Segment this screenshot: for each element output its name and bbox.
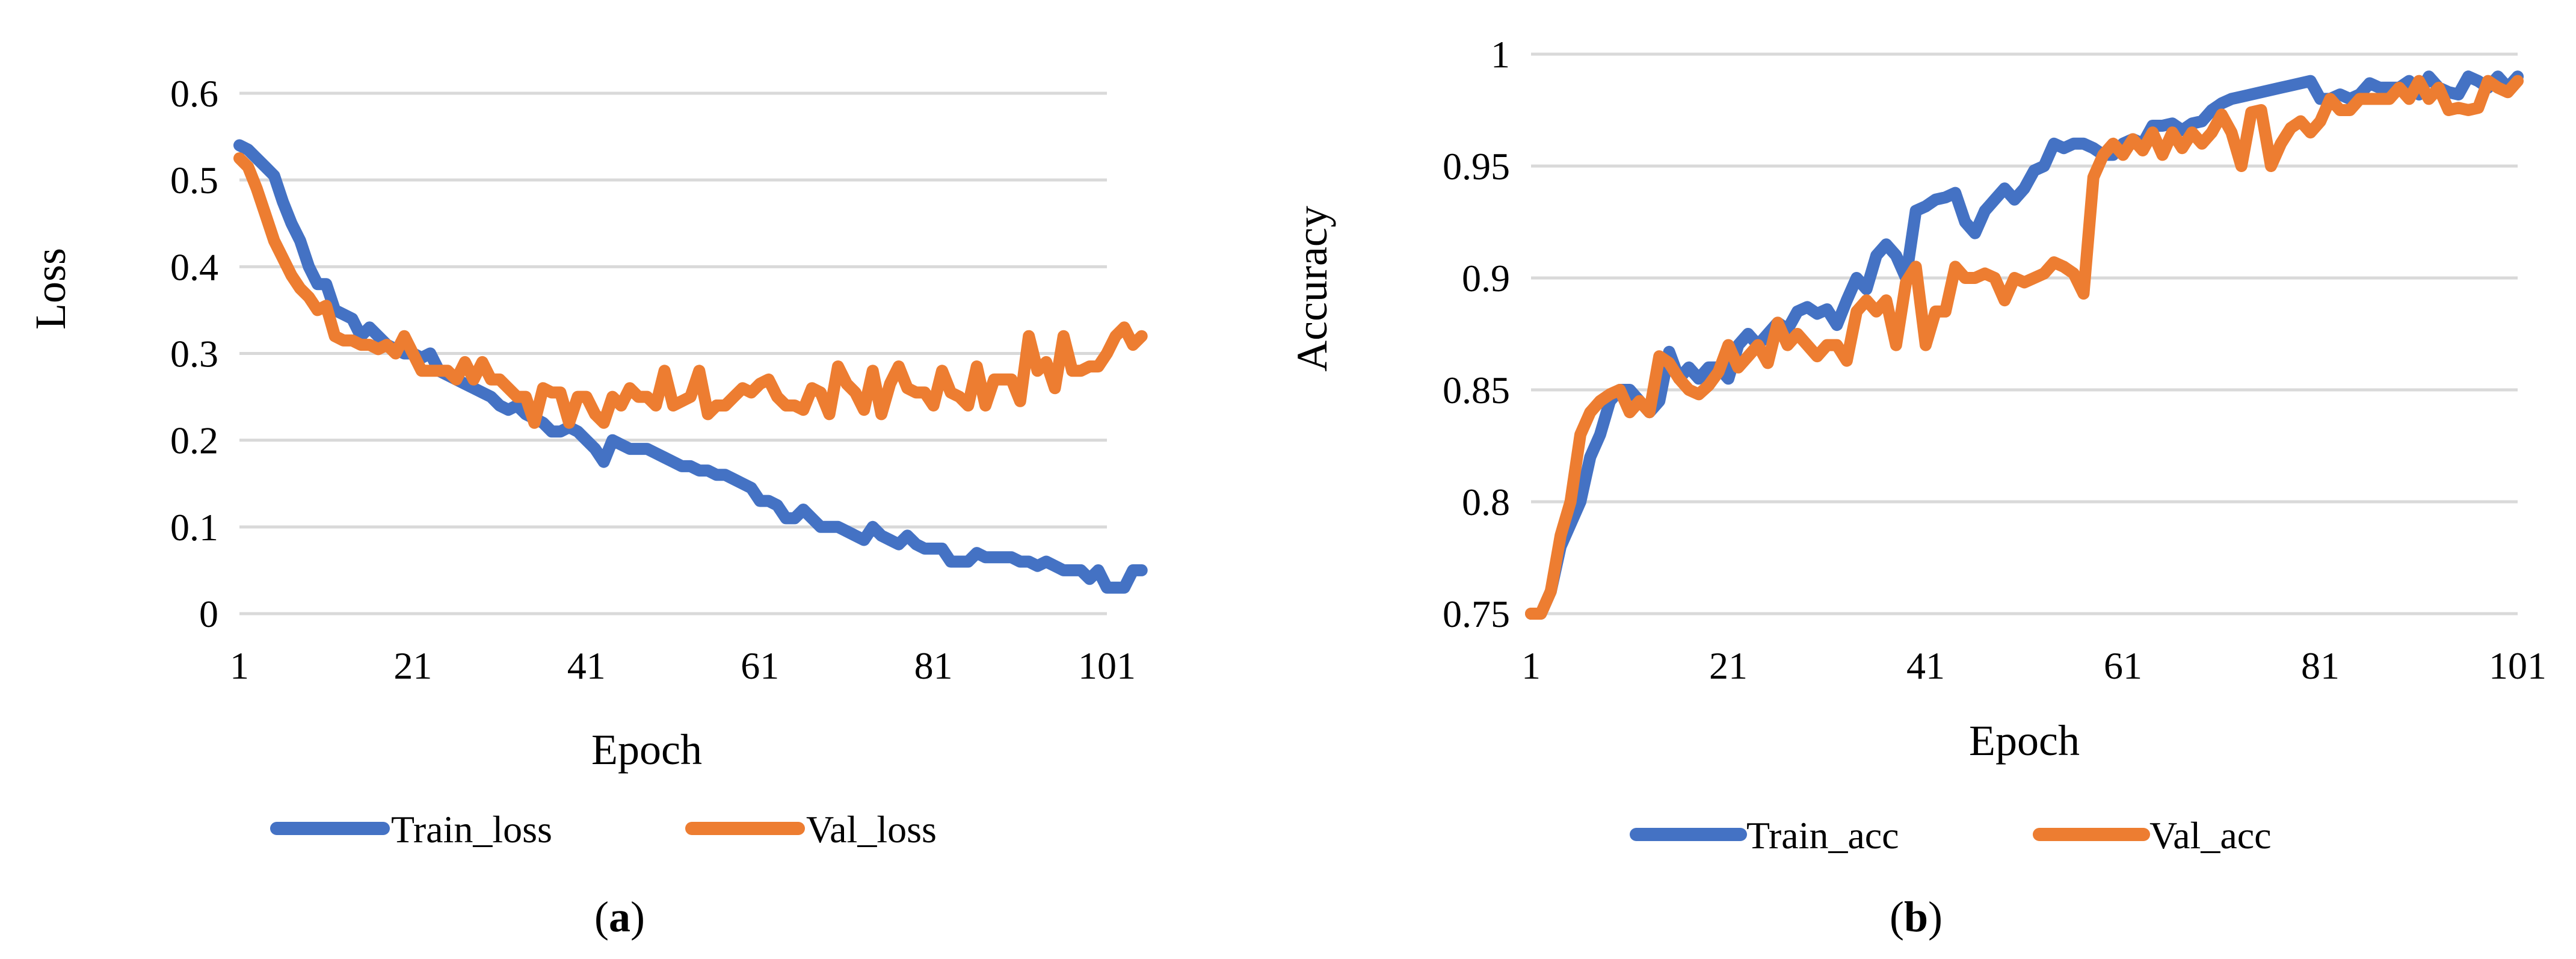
accuracy-x-axis-title: Epoch <box>1969 717 2080 765</box>
loss-x-tick-label: 21 <box>393 644 432 687</box>
loss-x-tick-label: 41 <box>567 644 606 687</box>
loss-series <box>233 139 1148 594</box>
accuracy-legend: Train_acc Val_acc <box>1630 814 2272 857</box>
loss-y-tick-label: 0 <box>199 593 218 635</box>
accuracy-x-tick-label: 21 <box>1709 644 1748 687</box>
panel-a-caption-open: ( <box>594 893 609 941</box>
series-line-val-acc <box>1525 75 2524 620</box>
loss-y-tick-label: 0.4 <box>170 245 218 288</box>
loss-y-tick-label: 0.2 <box>170 419 218 462</box>
accuracy-y-tick-label: 0.95 <box>1443 145 1510 188</box>
loss-y-tick-label: 0.1 <box>170 506 218 549</box>
series-line-train-loss <box>233 139 1148 594</box>
series-line-val-loss <box>233 152 1148 429</box>
accuracy-y-tick-label: 0.9 <box>1462 257 1510 300</box>
loss-x-tick-label: 81 <box>914 644 953 687</box>
accuracy-x-tick-label: 101 <box>2489 644 2547 687</box>
accuracy-y-axis-title: Accuracy <box>1288 206 1336 372</box>
legend-item-val-acc: Val_acc <box>2033 814 2272 857</box>
loss-x-axis-title: Epoch <box>591 726 702 774</box>
accuracy-series <box>1525 70 2524 620</box>
accuracy-x-tick-label: 61 <box>2104 644 2142 687</box>
loss-legend: Train_loss Val_loss <box>270 808 937 851</box>
legend-label-train-acc: Train_acc <box>1746 814 1899 857</box>
panel-b-caption-letter: b <box>1904 893 1928 941</box>
loss-y-tick-label: 0.5 <box>170 159 218 202</box>
accuracy-gridlines <box>1531 52 2518 615</box>
loss-x-tick-label: 1 <box>230 644 249 687</box>
accuracy-y-tick-label: 0.85 <box>1443 369 1510 412</box>
loss-y-tick-label: 0.3 <box>170 333 218 375</box>
loss-x-ticks: 1 21 41 61 81 101 <box>230 644 1136 687</box>
loss-chart-panel: 0 0.1 0.2 0.3 0.4 0.5 0.6 1 21 41 61 81 101 Loss Ep… <box>26 72 1148 941</box>
panel-b-caption: (b) <box>1890 893 1943 941</box>
panel-b-caption-open: ( <box>1890 893 1904 941</box>
accuracy-y-tick-label: 1 <box>1491 33 1510 76</box>
loss-y-axis-title: Loss <box>26 248 75 330</box>
legend-label-val-loss: Val_loss <box>806 808 937 851</box>
loss-y-tick-label: 0.6 <box>170 72 218 115</box>
accuracy-y-ticks: 0.75 0.8 0.85 0.9 0.95 1 <box>1443 33 1510 635</box>
panel-a-caption-close: ) <box>630 893 645 941</box>
accuracy-x-tick-label: 41 <box>1906 644 1945 687</box>
loss-x-tick-label: 101 <box>1078 644 1136 687</box>
loss-y-ticks: 0 0.1 0.2 0.3 0.4 0.5 0.6 <box>170 72 218 635</box>
panel-a-caption: (a) <box>594 893 645 941</box>
accuracy-x-tick-label: 1 <box>1521 644 1541 687</box>
legend-item-train-acc: Train_acc <box>1630 814 1899 857</box>
panel-a-caption-letter: a <box>609 893 630 941</box>
series-line-train-acc <box>1525 70 2524 620</box>
accuracy-y-tick-label: 0.75 <box>1443 593 1510 635</box>
accuracy-y-tick-label: 0.8 <box>1462 481 1510 523</box>
loss-x-tick-label: 61 <box>741 644 779 687</box>
legend-label-train-loss: Train_loss <box>391 808 552 851</box>
legend-item-train-loss: Train_loss <box>270 808 552 851</box>
accuracy-x-ticks: 1 21 41 61 81 101 <box>1521 644 2547 687</box>
loss-gridlines <box>239 91 1107 615</box>
accuracy-chart-panel: 0.75 0.8 0.85 0.9 0.95 1 1 21 41 61 81 101 Accurac… <box>1288 33 2547 941</box>
legend-item-val-loss: Val_loss <box>685 808 937 851</box>
accuracy-x-tick-label: 81 <box>2301 644 2340 687</box>
panel-b-caption-close: ) <box>1928 893 1943 941</box>
legend-label-val-acc: Val_acc <box>2149 814 2272 857</box>
